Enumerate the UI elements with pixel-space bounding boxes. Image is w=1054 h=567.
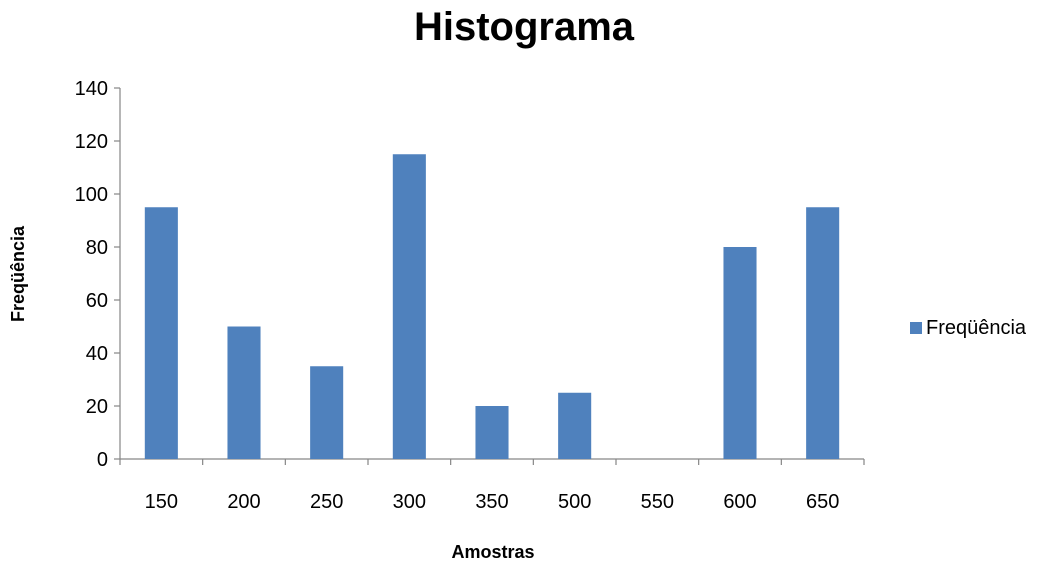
bar [144,207,178,459]
bar [227,326,261,459]
y-tick-label: 40 [86,343,108,365]
bar [310,366,344,459]
x-tick-label: 600 [723,491,756,513]
y-tick-label: 80 [86,237,108,259]
x-tick-label: 500 [558,491,591,513]
y-tick-label: 20 [86,396,108,418]
y-tick-label: 0 [97,449,108,471]
legend-label-frequencia: Freqüência [926,317,1027,339]
x-axis-title: Amostras [451,542,534,562]
bar [723,247,757,459]
legend-swatch [910,322,922,334]
y-axis-title: Freqüência [8,225,28,322]
x-tick-label: 150 [145,491,178,513]
bar [806,207,840,459]
x-tick-label: 650 [806,491,839,513]
x-tick-label: 200 [227,491,260,513]
y-tick-label: 120 [75,131,108,153]
x-tick-label: 300 [393,491,426,513]
y-tick-label: 60 [86,290,108,312]
y-tick-label: 100 [75,184,108,206]
x-tick-label: 350 [475,491,508,513]
x-tick-label: 250 [310,491,343,513]
y-tick-label: 140 [75,78,108,100]
plot-area: 0 20 40 60 80 100 120 140 150 200 250 300 350 500 550 6… [75,78,865,513]
legend: Freqüência [910,317,1027,339]
bar [475,406,509,459]
bar [558,392,592,459]
chart-title: Histograma [414,5,635,49]
x-tick-label: 550 [641,491,674,513]
bar [392,154,426,459]
